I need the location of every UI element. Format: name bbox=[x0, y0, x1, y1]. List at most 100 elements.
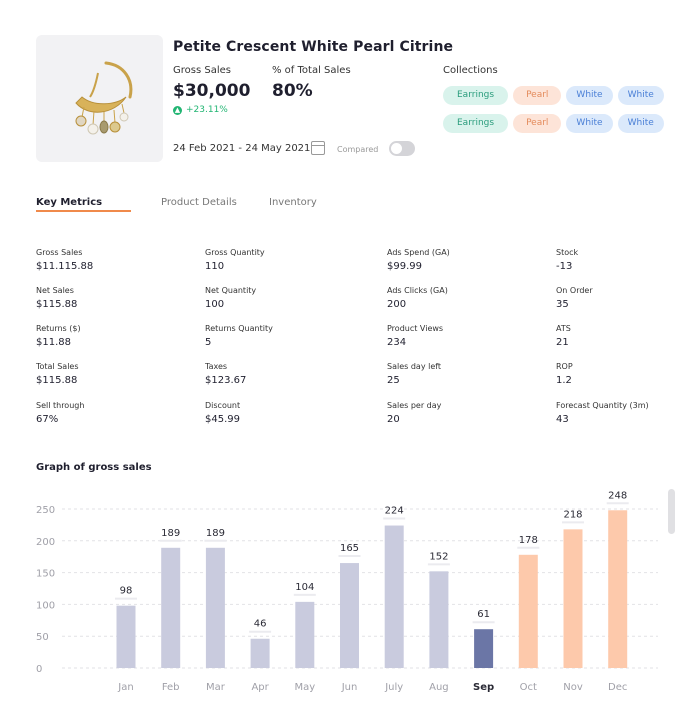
date-range[interactable]: 24 Feb 2021 - 24 May 2021 bbox=[173, 143, 311, 154]
metric-label: ATS bbox=[556, 324, 571, 333]
metric-value: 25 bbox=[387, 375, 400, 386]
collection-chip[interactable]: White bbox=[566, 86, 613, 105]
metric-value: $99.99 bbox=[387, 261, 422, 272]
metric-value: $11.88 bbox=[36, 337, 71, 348]
metric-value: 43 bbox=[556, 414, 569, 425]
x-tick-label: Apr bbox=[251, 682, 269, 693]
metric-label: Returns Quantity bbox=[205, 324, 273, 333]
collection-chip[interactable]: Earrings bbox=[443, 114, 509, 133]
metric-value: 200 bbox=[387, 299, 407, 310]
data-label: 218 bbox=[563, 509, 582, 520]
metric-label: Returns ($) bbox=[36, 324, 81, 333]
tab-inventory[interactable]: Inventory bbox=[269, 197, 317, 208]
metric-label: Forecast Quantity (3m) bbox=[556, 401, 649, 410]
metric-value: $11.115.88 bbox=[36, 261, 94, 272]
metric-label: ROP bbox=[556, 362, 573, 371]
x-tick-label: Mar bbox=[206, 682, 226, 693]
x-tick-label: Feb bbox=[162, 682, 180, 693]
bar bbox=[250, 638, 270, 668]
x-tick-label: July bbox=[384, 682, 403, 693]
gross-sales-label: Gross Sales bbox=[173, 65, 231, 76]
collection-chip[interactable]: White bbox=[617, 114, 664, 133]
metric-label: Ads Spend (GA) bbox=[387, 248, 450, 257]
collection-chip[interactable]: White bbox=[566, 114, 613, 133]
x-tick-label: Sep bbox=[473, 682, 494, 693]
metric-label: On Order bbox=[556, 286, 593, 295]
compared-toggle[interactable] bbox=[389, 141, 415, 156]
data-label: 165 bbox=[340, 543, 359, 554]
bar bbox=[474, 629, 494, 668]
y-tick-label: 250 bbox=[36, 505, 55, 516]
metric-label: Taxes bbox=[205, 362, 228, 371]
scrollbar[interactable] bbox=[668, 489, 675, 534]
gross-sales-value: $30,000 bbox=[173, 81, 251, 101]
bar bbox=[384, 525, 404, 668]
metric-label: Gross Sales bbox=[36, 248, 83, 257]
calendar-icon[interactable] bbox=[311, 141, 325, 155]
bar bbox=[161, 547, 181, 668]
x-tick-label: May bbox=[294, 682, 315, 693]
tab-key-metrics[interactable]: Key Metrics bbox=[36, 197, 103, 208]
metric-value: $45.99 bbox=[205, 414, 240, 425]
data-label: 152 bbox=[429, 551, 448, 562]
collections-row-2: Earrings Pearl White White bbox=[443, 114, 664, 133]
bar bbox=[608, 510, 628, 668]
metric-value: 67% bbox=[36, 414, 59, 425]
metric-value: 20 bbox=[387, 414, 400, 425]
metric-label: Sales per day bbox=[387, 401, 442, 410]
data-label: 98 bbox=[120, 586, 133, 597]
y-tick-label: 0 bbox=[36, 664, 42, 675]
bar bbox=[340, 563, 359, 668]
collection-chip[interactable]: Pearl bbox=[513, 114, 562, 133]
data-label: 248 bbox=[608, 490, 627, 501]
pct-total-value: 80% bbox=[272, 81, 313, 101]
y-tick-label: 200 bbox=[36, 537, 55, 548]
bar bbox=[205, 547, 225, 668]
bar bbox=[116, 605, 136, 668]
metric-value: 110 bbox=[205, 261, 225, 272]
metric-label: Stock bbox=[556, 248, 579, 257]
bar bbox=[429, 571, 449, 668]
y-tick-label: 150 bbox=[36, 569, 55, 580]
product-title: Petite Crescent White Pearl Citrine bbox=[173, 39, 454, 55]
data-label: 178 bbox=[519, 535, 538, 546]
data-label: 189 bbox=[206, 528, 225, 539]
metric-label: Ads Clicks (GA) bbox=[387, 286, 448, 295]
gross-sales-change: ▲ +23.11% bbox=[173, 105, 228, 115]
metric-value: 1.2 bbox=[556, 375, 572, 386]
metric-value: 5 bbox=[205, 337, 212, 348]
data-label: 224 bbox=[385, 506, 404, 517]
x-tick-label: Jan bbox=[117, 682, 133, 693]
collection-chip[interactable]: Pearl bbox=[513, 86, 562, 105]
metric-label: Sell through bbox=[36, 401, 85, 410]
tab-product-details[interactable]: Product Details bbox=[161, 197, 237, 208]
metric-label: Gross Quantity bbox=[205, 248, 265, 257]
metric-label: Net Sales bbox=[36, 286, 74, 295]
metric-label: Total Sales bbox=[36, 362, 79, 371]
metric-label: Net Quantity bbox=[205, 286, 257, 295]
chart-title: Graph of gross sales bbox=[36, 462, 152, 473]
product-image bbox=[36, 35, 163, 162]
x-tick-label: Aug bbox=[429, 682, 449, 693]
metric-value: 35 bbox=[556, 299, 569, 310]
metric-value: 234 bbox=[387, 337, 407, 348]
collection-chip[interactable]: Earrings bbox=[443, 86, 509, 105]
data-label: 46 bbox=[254, 619, 267, 630]
x-tick-label: Jun bbox=[341, 682, 358, 693]
earring-image bbox=[75, 61, 133, 135]
metric-label: Product Views bbox=[387, 324, 444, 333]
collections-label: Collections bbox=[443, 65, 498, 76]
data-label: 61 bbox=[477, 609, 490, 620]
metric-value: $123.67 bbox=[205, 375, 247, 386]
metric-label: Discount bbox=[205, 401, 241, 410]
metric-value: $115.88 bbox=[36, 375, 78, 386]
y-tick-label: 100 bbox=[36, 600, 55, 611]
x-tick-label: Dec bbox=[608, 682, 627, 693]
x-tick-label: Oct bbox=[520, 682, 537, 693]
bar bbox=[295, 601, 315, 668]
collection-chip[interactable]: White bbox=[617, 86, 664, 105]
compared-label: Compared bbox=[337, 145, 379, 154]
collections-row-1: Earrings Pearl White White bbox=[443, 86, 664, 105]
metric-label: Sales day left bbox=[387, 362, 442, 371]
